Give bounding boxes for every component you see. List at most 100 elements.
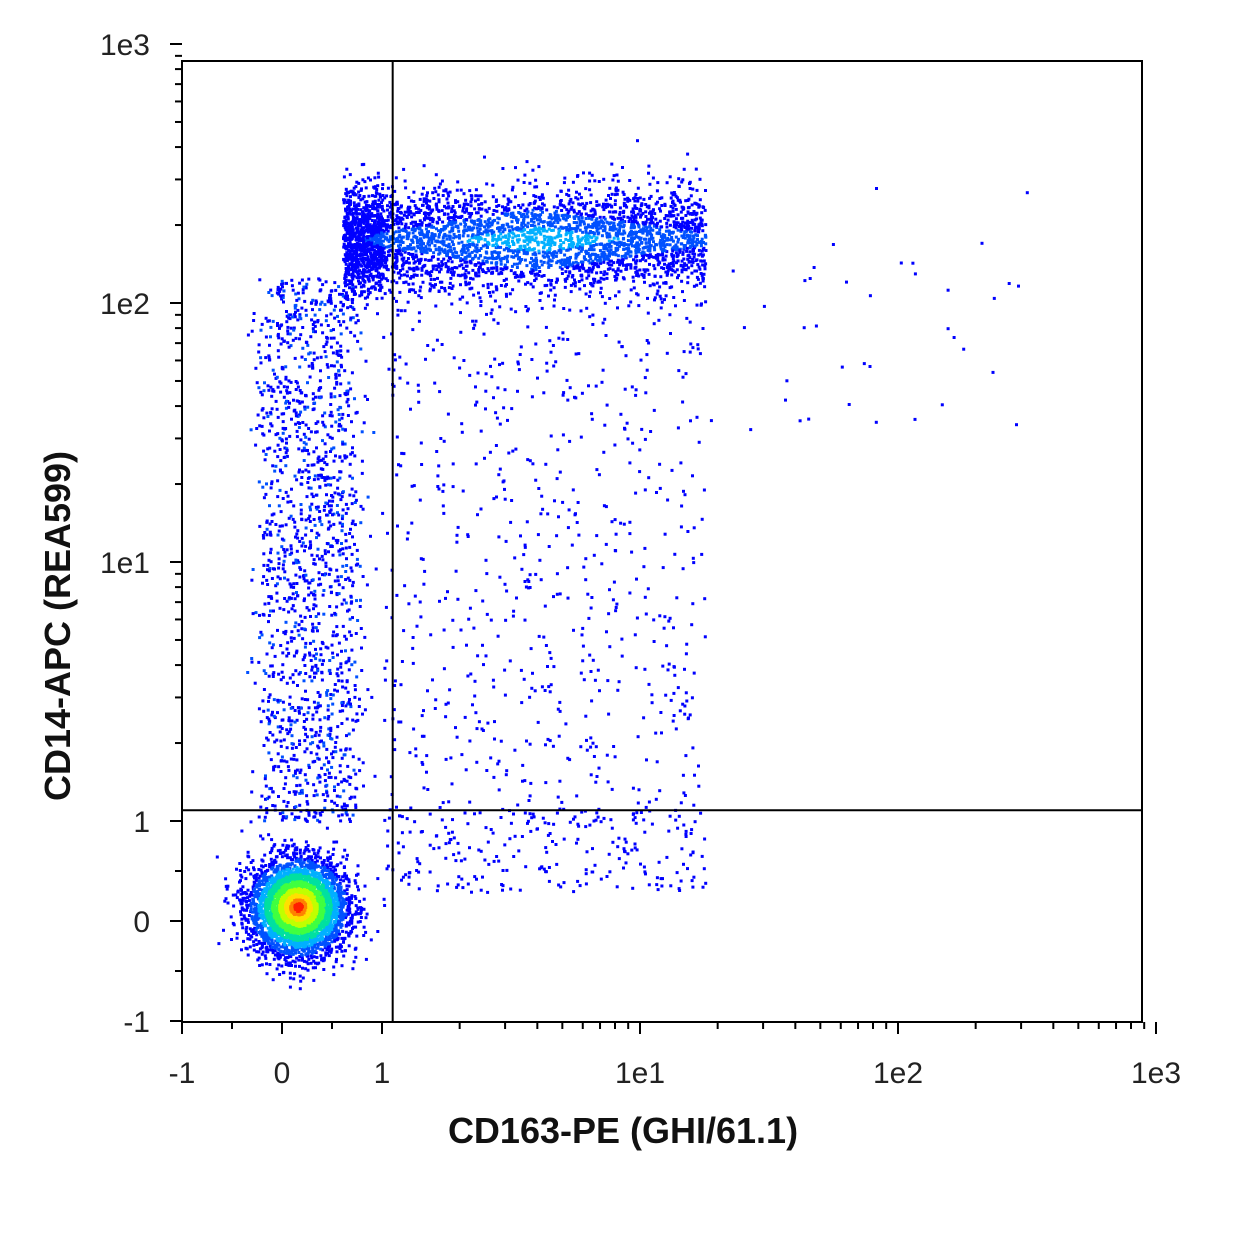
event-dot <box>581 230 585 234</box>
event-dot <box>329 504 333 508</box>
event-dot <box>325 791 329 795</box>
event-dot <box>352 434 355 438</box>
event-dot <box>317 583 321 587</box>
event-dot <box>392 708 396 712</box>
event-dot <box>332 522 336 526</box>
event-dot <box>435 338 439 342</box>
event-dot <box>434 190 438 194</box>
event-dot <box>347 775 351 779</box>
event-dot <box>265 520 269 524</box>
event-dot <box>407 196 411 199</box>
event-dot <box>470 890 473 894</box>
event-dot <box>384 260 388 264</box>
event-dot <box>662 626 666 630</box>
event-dot <box>701 327 705 330</box>
event-dot <box>274 399 278 403</box>
event-dot <box>501 361 505 365</box>
event-dot <box>321 283 325 287</box>
event-dot <box>697 764 700 768</box>
event-dot <box>537 205 541 209</box>
event-dot <box>501 268 505 272</box>
event-dot <box>263 381 266 385</box>
event-dot <box>666 668 670 672</box>
event-dot <box>332 328 335 332</box>
event-dot <box>266 319 270 323</box>
event-dot <box>604 542 608 546</box>
event-dot <box>426 242 430 246</box>
event-dot <box>348 251 352 255</box>
event-dot <box>359 598 362 602</box>
event-dot <box>308 351 312 355</box>
event-dot <box>699 272 703 275</box>
event-dot <box>313 597 317 601</box>
event-dot <box>345 194 349 198</box>
event-dot <box>351 728 355 732</box>
event-dot <box>371 202 375 206</box>
event-dot <box>343 634 347 638</box>
event-dot <box>337 285 341 289</box>
event-dot <box>280 524 284 528</box>
event-dot <box>691 556 695 560</box>
event-dot <box>297 470 301 474</box>
event-dot <box>314 657 318 661</box>
event-dot <box>317 757 321 761</box>
event-dot <box>530 267 534 271</box>
event-dot <box>672 214 676 218</box>
event-dot <box>496 634 500 638</box>
event-dot <box>327 771 331 775</box>
event-dot <box>674 727 678 731</box>
event-dot <box>539 512 543 516</box>
event-dot <box>593 863 597 867</box>
event-dot <box>349 330 353 334</box>
event-dot <box>656 200 659 204</box>
event-dot <box>276 415 280 419</box>
event-dot <box>297 560 301 564</box>
event-dot <box>287 516 291 520</box>
event-dot <box>658 486 662 490</box>
event-dot <box>316 776 320 780</box>
event-dot <box>444 265 448 269</box>
event-dot <box>353 397 356 401</box>
event-dot <box>688 250 692 254</box>
event-dot <box>677 225 681 228</box>
event-dot <box>340 542 343 545</box>
event-dot <box>306 698 310 702</box>
event-dot <box>488 224 492 228</box>
event-dot <box>395 257 399 261</box>
event-dot <box>473 875 477 879</box>
event-dot <box>524 248 528 252</box>
event-dot <box>663 615 667 619</box>
event-dot <box>539 259 543 263</box>
event-dot <box>528 181 532 185</box>
event-dot <box>664 294 668 298</box>
event-dot <box>631 886 635 890</box>
event-dot <box>279 725 283 729</box>
event-dot <box>564 213 568 217</box>
event-dot <box>538 270 542 273</box>
event-dot <box>295 718 299 722</box>
event-dot <box>566 216 569 219</box>
event-dot <box>293 304 297 308</box>
event-dot <box>330 414 334 418</box>
event-dot <box>475 727 479 731</box>
event-dot <box>691 187 695 191</box>
event-dot <box>351 476 354 480</box>
event-dot <box>313 589 317 593</box>
event-dot <box>475 226 479 230</box>
event-dot <box>340 679 344 683</box>
event-dot <box>449 276 453 280</box>
event-dot <box>485 769 489 772</box>
event-dot <box>468 254 472 258</box>
event-dot <box>647 800 651 804</box>
event-dot <box>399 683 403 687</box>
event-dot <box>656 888 660 892</box>
event-dot <box>307 586 311 590</box>
event-dot <box>334 373 338 377</box>
event-dot <box>286 801 290 804</box>
event-dot <box>317 517 321 520</box>
event-dot <box>269 786 273 790</box>
event-dot <box>610 787 614 791</box>
event-dot <box>276 332 280 336</box>
event-dot <box>648 240 651 244</box>
event-dot <box>328 435 332 439</box>
